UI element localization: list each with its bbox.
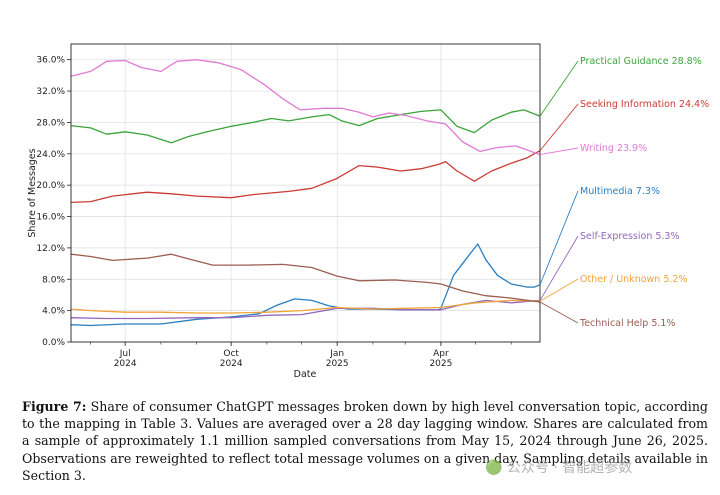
y-axis-label: Share of Messages <box>27 148 38 237</box>
series-lines <box>70 59 541 327</box>
x-axis-label: Date <box>294 369 317 380</box>
legend-connector <box>539 278 579 302</box>
series-line-practical-guidance <box>70 109 541 144</box>
x-tick-year: 2024 <box>220 359 243 369</box>
series-line-writing <box>70 59 541 156</box>
legend-label: Other / Unknown 5.2% <box>580 274 687 285</box>
x-tick-month: Jul <box>119 349 131 359</box>
y-tick-label: 28.0% <box>36 118 65 128</box>
y-tick-label: 20.0% <box>36 181 65 191</box>
figure-caption: Figure 7: Share of consumer ChatGPT mess… <box>22 398 708 484</box>
legend-connector <box>539 190 579 285</box>
legend-label: Practical Guidance 28.8% <box>580 56 702 67</box>
x-tick-month: Jan <box>329 349 344 359</box>
x-tick-year: 2024 <box>114 359 137 369</box>
caption-label: Figure 7: <box>22 399 87 414</box>
series-line-seeking-information <box>70 150 541 204</box>
series-line-technical-help <box>70 253 541 303</box>
legend-connector <box>539 103 579 151</box>
plot-frame <box>70 43 541 343</box>
legend-label: Writing 23.9% <box>580 143 647 154</box>
caption-text: Share of consumer ChatGPT messages broke… <box>22 399 708 483</box>
y-tick-label: 12.0% <box>36 244 65 254</box>
legend-connector <box>539 235 579 301</box>
legend-connector <box>539 301 579 324</box>
legend-label: Seeking Information 24.4% <box>580 99 709 110</box>
y-tick-label: 16.0% <box>36 213 65 223</box>
watermark: 🟢 公众号 · 智能超参数 <box>485 460 633 476</box>
legend-connector <box>539 60 579 117</box>
legend-connector <box>539 147 579 156</box>
legend-label: Multimedia 7.3% <box>580 186 660 197</box>
y-tick-label: 0.0% <box>42 338 65 348</box>
legend-label: Self-Expression 5.3% <box>580 231 680 242</box>
legend-label: Technical Help 5.1% <box>579 318 675 329</box>
y-tick-label: 8.0% <box>42 275 65 285</box>
y-tick-label: 36.0% <box>36 56 65 66</box>
series-line-other-unknown <box>70 299 541 314</box>
y-tick-label: 4.0% <box>42 307 65 317</box>
series-line-self-expression <box>70 299 541 320</box>
legend: Practical Guidance 28.8% Seeking Informat… <box>539 56 709 329</box>
grid-lines <box>71 44 540 343</box>
x-tick-year: 2025 <box>326 359 349 369</box>
x-tick-year: 2025 <box>429 359 452 369</box>
x-tick-month: Oct <box>223 349 239 359</box>
topic-share-chart: 0.0% 4.0% 8.0% 12.0% 16.0% 20.0% 24.0% 28.0% 32.… <box>27 43 709 380</box>
y-tick-label: 24.0% <box>36 150 65 160</box>
y-tick-label: 32.0% <box>36 87 65 97</box>
x-tick-month: Apr <box>433 349 449 359</box>
y-axis: 0.0% 4.0% 8.0% 12.0% 16.0% 20.0% 24.0% 28.0% 32.… <box>36 56 71 348</box>
